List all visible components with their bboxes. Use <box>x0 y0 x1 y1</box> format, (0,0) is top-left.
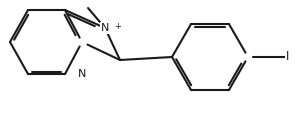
Text: N: N <box>101 23 109 33</box>
Text: N: N <box>78 69 86 79</box>
Text: I: I <box>286 51 289 64</box>
Text: +: + <box>114 22 121 31</box>
